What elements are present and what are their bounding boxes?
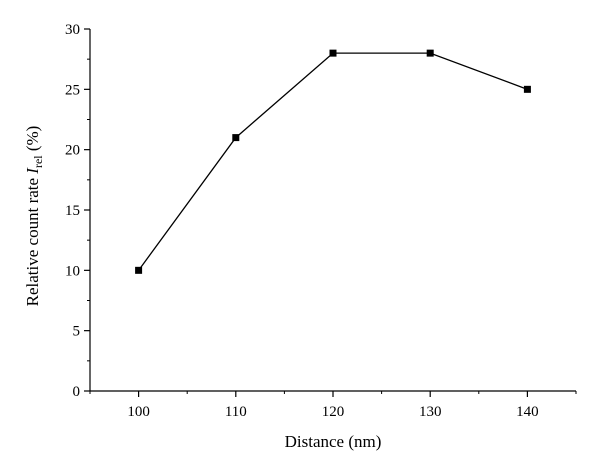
y-tick-label: 0 <box>73 384 81 400</box>
x-axis-title: Distance (nm) <box>285 432 382 451</box>
data-point <box>523 85 531 93</box>
x-tick-label: 130 <box>419 404 442 420</box>
y-tick-label: 5 <box>73 324 81 340</box>
y-axis-title-subscript: rel <box>31 155 45 168</box>
x-tick-label: 110 <box>225 404 247 420</box>
y-tick-label: 20 <box>65 143 80 159</box>
axes <box>89 29 576 392</box>
y-axis-title-symbol: I <box>23 167 42 175</box>
y-ticks: 0 5 10 15 20 25 30 <box>65 22 90 400</box>
y-tick-label: 10 <box>65 263 80 279</box>
y-axis-title-suffix: (%) <box>23 126 42 156</box>
data-point <box>329 49 337 57</box>
y-tick-label: 15 <box>65 203 80 219</box>
series-line <box>138 52 528 271</box>
x-ticks: 100 110 120 130 140 <box>89 391 577 420</box>
x-tick-label: 120 <box>322 404 345 420</box>
x-tick-label: 100 <box>127 404 150 420</box>
x-tick-label: 140 <box>516 404 539 420</box>
y-axis-title: Relative count rate Irel (%) <box>23 126 45 307</box>
data-point <box>426 49 434 57</box>
data-point <box>135 266 143 274</box>
y-axis-title-prefix: Relative count rate <box>23 174 42 307</box>
y-tick-label: 30 <box>65 22 80 38</box>
series <box>135 49 531 274</box>
data-point <box>232 134 240 142</box>
y-tick-label: 25 <box>65 82 80 98</box>
